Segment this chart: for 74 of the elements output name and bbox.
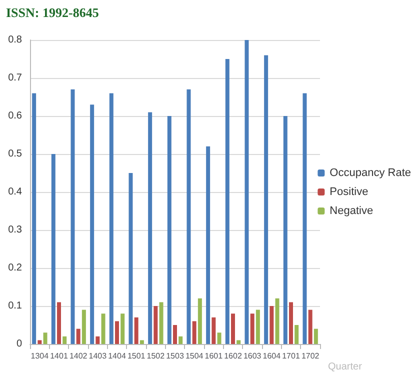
y-tick-label: 0.1 (8, 300, 22, 312)
bar (134, 317, 138, 344)
bar (43, 332, 48, 344)
x-tick-label: 1604 (262, 352, 282, 360)
x-tick-label: 1401 (50, 352, 68, 360)
bar (51, 154, 56, 344)
x-tick-label: 1501 (127, 352, 146, 360)
bar (120, 314, 125, 344)
bar (236, 340, 241, 344)
bar (70, 89, 75, 344)
bar (314, 328, 318, 344)
bar (294, 325, 299, 344)
y-tick-label: 0.6 (8, 110, 22, 122)
bar (212, 317, 216, 344)
bar (308, 310, 312, 344)
legend-label: Negative (330, 205, 374, 217)
bar (244, 40, 249, 344)
x-tick-label: 1404 (108, 352, 126, 360)
x-tick-label: 1702 (301, 352, 320, 360)
y-tick-label: 0.3 (8, 224, 22, 236)
bar (38, 340, 42, 344)
bar (76, 328, 80, 344)
bar (270, 306, 274, 344)
bar (225, 59, 230, 344)
bar (140, 340, 144, 344)
y-tick-label: 0.4 (8, 186, 22, 198)
y-tick-label: 0 (16, 338, 22, 350)
bar (148, 112, 152, 344)
x-tick-label: 1403 (88, 352, 108, 360)
y-tick-label: 0.7 (8, 72, 22, 84)
x-tick-label: 1602 (224, 352, 242, 360)
bar (82, 310, 86, 344)
bar (154, 306, 158, 344)
bar (206, 146, 210, 344)
x-tick-label: 1502 (146, 352, 166, 360)
x-tick-label: 1504 (185, 352, 204, 360)
text: ISSN: 1992-8645 (6, 5, 100, 20)
bar (186, 89, 191, 344)
x-axis-title: Quarter (328, 362, 363, 372)
legend-label: Occupancy Rate (330, 167, 412, 179)
y-tick-label: 0.5 (8, 148, 22, 160)
legend-label: Positive (330, 186, 368, 198)
bar (264, 55, 268, 344)
bar (192, 321, 196, 344)
bar (115, 321, 119, 344)
bar (217, 332, 222, 344)
bar (32, 93, 36, 344)
bar (128, 173, 133, 344)
x-tick-label: 1603 (243, 352, 262, 360)
bar (96, 336, 100, 344)
bar (90, 104, 94, 344)
bar (178, 336, 183, 344)
bar (62, 336, 67, 344)
bar (275, 298, 280, 344)
x-tick-label: 1402 (69, 352, 88, 360)
bar (159, 302, 164, 344)
x-tick-label: 1701 (282, 352, 300, 360)
bar (283, 116, 288, 344)
x-tick-label: 1601 (204, 352, 224, 360)
bar (250, 314, 254, 344)
bar (167, 116, 172, 344)
bar (57, 302, 61, 344)
bar (109, 93, 114, 344)
bar (231, 314, 235, 344)
bar (289, 302, 293, 344)
bar (256, 310, 260, 344)
y-tick-label: 0.8 (8, 34, 22, 46)
y-tick-label: 0.2 (8, 262, 22, 274)
bar (198, 298, 202, 344)
bar (101, 314, 106, 344)
x-tick-label: 1304 (30, 352, 50, 360)
x-tick-label: 1503 (166, 352, 184, 360)
bar (302, 93, 307, 344)
bar (173, 325, 177, 344)
